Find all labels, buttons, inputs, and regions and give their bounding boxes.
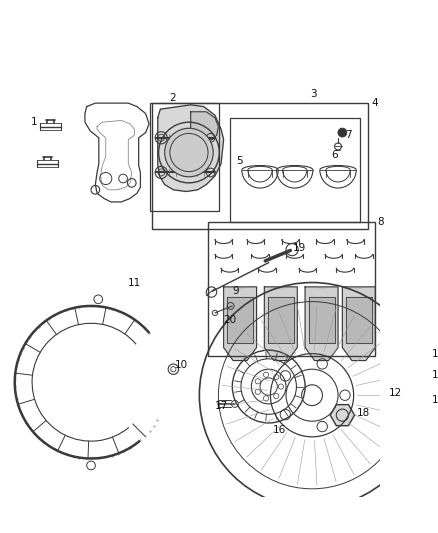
Text: 8: 8 — [377, 217, 384, 227]
Text: 5: 5 — [236, 156, 242, 166]
Polygon shape — [305, 287, 338, 360]
Text: 9: 9 — [232, 286, 239, 296]
Polygon shape — [265, 287, 297, 360]
Text: 1: 1 — [30, 117, 37, 127]
Text: 14: 14 — [432, 370, 438, 380]
Polygon shape — [191, 112, 219, 141]
Text: 19: 19 — [293, 243, 306, 253]
Polygon shape — [346, 297, 372, 343]
Text: 13: 13 — [432, 350, 438, 359]
Circle shape — [338, 128, 347, 137]
Text: 4: 4 — [371, 98, 378, 108]
Text: 6: 6 — [331, 150, 338, 160]
Bar — [208, 222, 375, 356]
Text: 17: 17 — [215, 401, 228, 411]
Text: 11: 11 — [128, 278, 141, 287]
Polygon shape — [158, 105, 224, 191]
Bar — [152, 103, 368, 229]
Polygon shape — [330, 405, 354, 426]
Text: 12: 12 — [389, 387, 402, 398]
Text: 10: 10 — [175, 360, 188, 370]
Text: 18: 18 — [357, 408, 371, 417]
Polygon shape — [308, 297, 335, 343]
Bar — [150, 103, 219, 212]
Bar — [230, 118, 360, 222]
Text: 2: 2 — [169, 93, 176, 103]
Polygon shape — [343, 287, 375, 360]
Text: 20: 20 — [224, 315, 237, 325]
Text: 16: 16 — [273, 425, 286, 435]
Polygon shape — [227, 297, 253, 343]
Text: 3: 3 — [310, 90, 317, 100]
Circle shape — [165, 128, 213, 177]
Text: 7: 7 — [345, 130, 352, 140]
Text: 15: 15 — [432, 394, 438, 405]
Polygon shape — [268, 297, 294, 343]
Polygon shape — [224, 287, 257, 360]
